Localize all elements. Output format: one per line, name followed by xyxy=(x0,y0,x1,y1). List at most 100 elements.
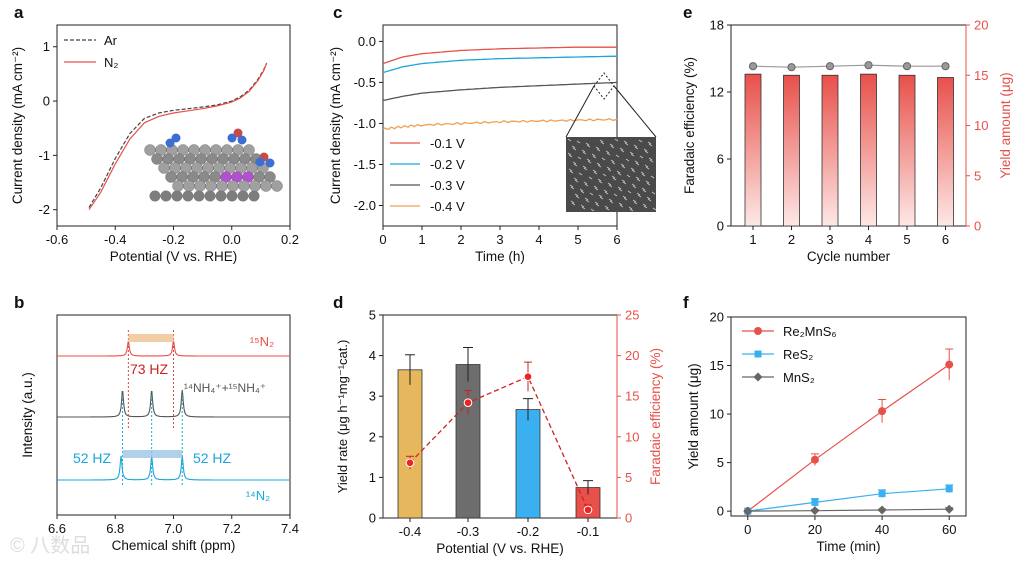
panel-c-sem-texture xyxy=(642,189,647,193)
panel-e-bar-0 xyxy=(744,73,762,227)
panel-c-sem-texture xyxy=(633,201,638,205)
panel-b-trace-2 xyxy=(57,455,290,481)
panel-e-x-ticklabel-5: 6 xyxy=(942,232,949,247)
panel-e-yield-line xyxy=(752,64,946,68)
panel-c-sem-texture xyxy=(597,164,602,168)
panel-c-series-0 xyxy=(382,46,617,65)
panel-c-sem-texture xyxy=(610,145,615,149)
panel-c-sem-texture xyxy=(609,200,614,204)
panel-f-series-0 xyxy=(747,364,950,512)
panel-c-y-ticklabel: 0.0 xyxy=(358,34,376,49)
panel-letter-d: d xyxy=(333,293,343,312)
panel-d-fe-point-0 xyxy=(405,458,415,468)
panel-letter-c: c xyxy=(333,3,342,22)
panel-c-sem-texture xyxy=(644,164,649,168)
panel-f-frame xyxy=(730,316,967,517)
crystal-atom xyxy=(205,180,217,192)
panel-c-sem-texture xyxy=(585,199,590,203)
molecule-atom xyxy=(255,157,265,167)
panel-f-x-ticklabel: 20 xyxy=(808,522,822,537)
panel-f-point xyxy=(878,490,886,498)
panel-c-sem-texture xyxy=(593,185,598,189)
panel-c-sem-texture xyxy=(572,161,577,165)
panel-b-trace-1 xyxy=(57,389,290,418)
panel-c-sem-texture xyxy=(582,151,587,155)
panel-e-yield-point-5 xyxy=(941,62,950,71)
panel-c-sem-texture xyxy=(592,169,597,173)
panel-c-sem-texture xyxy=(639,155,644,159)
panel-e-y-ticklabel: 12 xyxy=(710,85,724,100)
molecule-atom xyxy=(171,133,181,143)
panel-e-yr-ticklabel: 15 xyxy=(974,68,988,83)
panel-e-x-ticklabel-2: 3 xyxy=(826,232,833,247)
panel-d-x-ticklabel-1: -0.3 xyxy=(457,524,479,539)
panel-e-ylabel: Faradaic efficiency (%) xyxy=(682,57,697,194)
panel-c-sem-texture xyxy=(602,173,607,177)
panel-d-y-ticklabel: 0 xyxy=(369,511,376,526)
panel-f-y-ticklabel: 10 xyxy=(710,407,724,422)
panel-c-sem-texture xyxy=(569,170,574,174)
crystal-atom xyxy=(204,190,216,202)
panel-c-series-2 xyxy=(382,81,618,102)
crystal-atom xyxy=(160,190,172,202)
panel-f-x-ticklabel: 0 xyxy=(744,522,751,537)
panel-d-ylabel: Yield rate (μg h⁻¹mg⁻¹cat.) xyxy=(335,340,350,494)
molecule-atom xyxy=(233,128,243,138)
panel-c-sem-texture xyxy=(581,149,586,153)
panel-a-x-ticklabel: -0.4 xyxy=(104,232,126,247)
panel-f-ylabel: Yield amount (μg) xyxy=(686,363,701,469)
crystal-atom xyxy=(237,190,249,202)
crystal-atom xyxy=(238,180,250,192)
panel-e-bar-4 xyxy=(898,74,916,227)
panel-e-y-ticklabel: 0 xyxy=(717,219,724,234)
panel-c-sem-texture xyxy=(618,188,623,192)
panel-c-sem-texture xyxy=(617,186,622,190)
panel-c-sem-texture xyxy=(646,196,651,200)
panel-c-y-ticklabel: -1.5 xyxy=(354,157,376,172)
panel-a-y-ticklabel: 1 xyxy=(43,39,50,54)
panel-c-sem-texture xyxy=(568,168,573,172)
panel-c-sem-texture xyxy=(631,183,636,187)
panel-c-sem-texture xyxy=(608,184,613,188)
panel-c-sem-texture xyxy=(604,205,609,209)
panel-c-sem-texture xyxy=(641,173,646,177)
molecule-atom xyxy=(165,138,175,148)
panel-c-sem-texture xyxy=(643,148,648,152)
panel-b-xlabel: Chemical shift (ppm) xyxy=(112,538,236,553)
panel-c-x-ticklabel: 4 xyxy=(535,232,542,247)
panel-c-sem-texture xyxy=(631,169,636,173)
panel-c-sem-texture xyxy=(572,147,577,151)
panel-f-point xyxy=(811,498,819,506)
molecule-atom xyxy=(265,158,275,168)
panel-b-annot-1: 52 HZ xyxy=(73,450,112,466)
panel-c-y-ticklabel: -1.0 xyxy=(354,116,376,131)
panel-c-sem-texture xyxy=(573,163,578,167)
panel-e-yield-point-4 xyxy=(902,62,912,71)
panel-c-sem-texture xyxy=(583,181,588,185)
panel-c-sem-texture xyxy=(570,200,575,204)
panel-c-sem-texture xyxy=(582,165,587,169)
panel-c-sem-texture xyxy=(598,180,603,184)
panel-d-y-ticklabel: 2 xyxy=(369,429,376,444)
panel-c-sem-texture xyxy=(617,172,622,176)
panel-c-sem-texture xyxy=(580,204,585,208)
panel-c-sem-texture xyxy=(645,166,650,170)
panel-e-bar-2 xyxy=(821,74,839,227)
panel-c-sem-texture xyxy=(576,140,581,144)
panel-c-sem-texture xyxy=(632,199,637,203)
panel-c-sem-texture xyxy=(645,180,650,184)
panel-b-label-1: ¹⁴NH₄⁺+¹⁵NH₄⁺ xyxy=(184,381,266,395)
panel-c-sem-texture xyxy=(636,178,641,182)
panel-e-bar-1 xyxy=(783,74,800,227)
panel-d-fe-line xyxy=(409,375,589,511)
panel-c-sem-texture xyxy=(623,140,628,144)
panel-d-y-ticklabel: 3 xyxy=(369,389,376,404)
panel-c-sem-texture xyxy=(609,143,614,147)
panel-c-sem-texture xyxy=(641,187,646,191)
panel-c-sem-texture xyxy=(614,138,619,142)
panel-c-xlabel: Time (h) xyxy=(475,249,525,264)
panel-e-yield-point-0 xyxy=(748,62,758,71)
panel-c-legend-label-0: -0.1 V xyxy=(430,136,465,151)
panel-c-sem-texture xyxy=(586,158,591,162)
